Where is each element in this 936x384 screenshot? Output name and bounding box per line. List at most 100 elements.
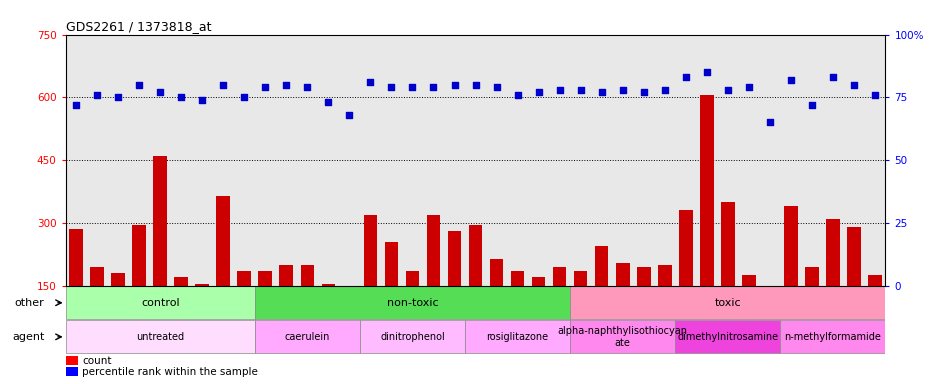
Bar xyxy=(490,258,503,286)
Bar xyxy=(464,321,569,353)
Bar xyxy=(66,321,255,353)
Point xyxy=(467,82,483,88)
Bar xyxy=(300,265,314,286)
Point xyxy=(237,94,252,101)
Bar xyxy=(657,265,671,286)
Point xyxy=(845,82,860,88)
Point xyxy=(68,102,83,108)
Point xyxy=(509,92,524,98)
Text: dimethylnitrosamine: dimethylnitrosamine xyxy=(677,332,778,342)
Bar xyxy=(237,271,251,286)
Bar xyxy=(783,206,797,286)
Bar xyxy=(447,231,461,286)
Point xyxy=(195,97,210,103)
Bar xyxy=(279,265,293,286)
Bar xyxy=(255,321,359,353)
Bar xyxy=(321,284,335,286)
Text: toxic: toxic xyxy=(714,298,740,308)
Bar xyxy=(573,271,587,286)
Bar xyxy=(826,219,839,286)
Bar xyxy=(675,321,780,353)
Bar xyxy=(174,277,188,286)
Point xyxy=(615,87,630,93)
Point xyxy=(153,89,168,95)
Bar xyxy=(196,284,209,286)
Point xyxy=(489,84,504,90)
Bar xyxy=(532,277,545,286)
Text: rosiglitazone: rosiglitazone xyxy=(486,332,548,342)
Text: GDS2261 / 1373818_at: GDS2261 / 1373818_at xyxy=(66,20,211,33)
Bar xyxy=(594,246,607,286)
Point xyxy=(698,69,713,75)
Point xyxy=(825,74,840,80)
Text: untreated: untreated xyxy=(136,332,184,342)
Bar xyxy=(66,367,78,376)
Point xyxy=(867,92,882,98)
Bar xyxy=(615,263,629,286)
Bar xyxy=(552,267,566,286)
Text: percentile rank within the sample: percentile rank within the sample xyxy=(82,367,257,377)
Text: dinitrophenol: dinitrophenol xyxy=(380,332,445,342)
Bar xyxy=(405,271,418,286)
Bar xyxy=(132,225,146,286)
Bar xyxy=(569,321,675,353)
Bar xyxy=(867,275,881,286)
Bar xyxy=(679,210,692,286)
Bar xyxy=(111,273,124,286)
Bar xyxy=(846,227,860,286)
Text: count: count xyxy=(82,356,111,366)
Point xyxy=(573,87,588,93)
Text: caerulein: caerulein xyxy=(285,332,329,342)
Bar xyxy=(510,271,524,286)
Point xyxy=(720,87,735,93)
Bar xyxy=(66,356,78,365)
Bar xyxy=(636,267,650,286)
Bar xyxy=(255,286,569,319)
Point xyxy=(531,89,546,95)
Bar xyxy=(216,196,230,286)
Text: control: control xyxy=(140,298,180,308)
Point xyxy=(362,79,377,85)
Bar xyxy=(569,286,885,319)
Point xyxy=(551,87,566,93)
Point xyxy=(132,82,147,88)
Bar xyxy=(426,215,440,286)
Bar xyxy=(258,271,271,286)
Point xyxy=(678,74,693,80)
Point xyxy=(404,84,419,90)
Text: agent: agent xyxy=(12,332,45,342)
Bar xyxy=(359,321,464,353)
Bar xyxy=(343,286,356,290)
Point xyxy=(782,77,797,83)
Point xyxy=(320,99,335,106)
Point xyxy=(300,84,314,90)
Text: alpha-naphthylisothiocyan
ate: alpha-naphthylisothiocyan ate xyxy=(557,326,687,348)
Point xyxy=(426,84,441,90)
Point xyxy=(803,102,818,108)
Point xyxy=(257,84,272,90)
Bar xyxy=(780,321,885,353)
Point xyxy=(740,84,755,90)
Bar xyxy=(66,286,255,319)
Point xyxy=(636,89,651,95)
Point xyxy=(762,119,777,126)
Bar xyxy=(741,275,754,286)
Bar xyxy=(762,286,776,296)
Point xyxy=(215,82,230,88)
Bar xyxy=(154,156,167,286)
Bar xyxy=(363,215,377,286)
Bar xyxy=(468,225,482,286)
Bar xyxy=(384,242,398,286)
Point xyxy=(656,87,671,93)
Bar xyxy=(720,202,734,286)
Point xyxy=(446,82,461,88)
Point xyxy=(90,92,105,98)
Bar xyxy=(90,267,104,286)
Bar xyxy=(699,95,713,286)
Point xyxy=(173,94,188,101)
Point xyxy=(384,84,399,90)
Bar xyxy=(804,267,818,286)
Point xyxy=(279,82,294,88)
Bar xyxy=(69,229,83,286)
Point xyxy=(593,89,608,95)
